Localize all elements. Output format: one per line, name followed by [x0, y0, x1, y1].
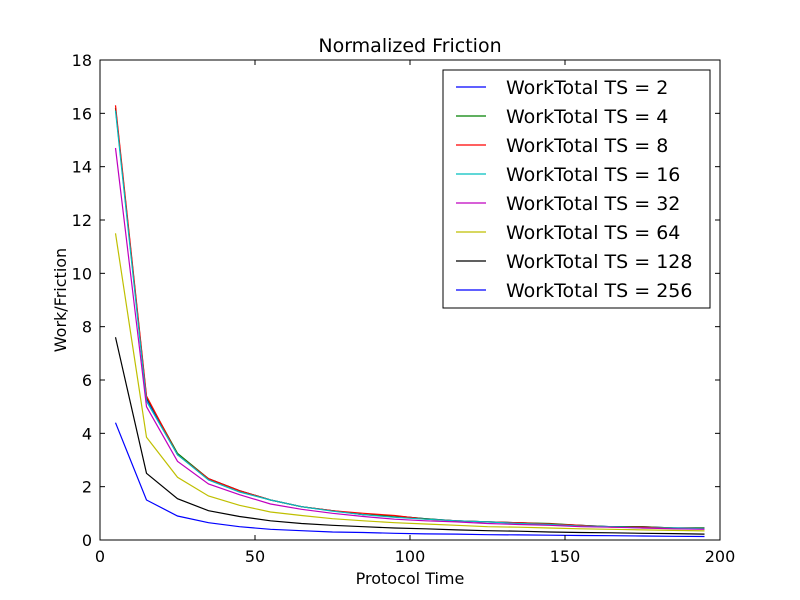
x-tick-label: 0 — [95, 547, 105, 566]
y-tick-label: 0 — [82, 531, 92, 550]
x-tick-label: 50 — [245, 547, 265, 566]
y-tick-label: 14 — [72, 158, 92, 177]
series-line-7 — [114, 337, 705, 535]
legend-label-5: WorkTotal TS = 32 — [506, 193, 680, 215]
series-line-5 — [114, 147, 705, 530]
series-line-6 — [114, 233, 705, 532]
legend-label-2: WorkTotal TS = 4 — [506, 106, 668, 128]
legend-label-6: WorkTotal TS = 64 — [506, 222, 680, 244]
x-tick-label: 200 — [705, 547, 736, 566]
series-lines — [114, 105, 705, 538]
legend-label-3: WorkTotal TS = 8 — [506, 135, 668, 157]
tick-labels: 0 50 100 150 200 0 2 4 6 8 10 12 14 16 18 — [72, 51, 736, 566]
y-tick-label: 2 — [82, 478, 92, 497]
y-tick-label: 6 — [82, 371, 92, 390]
legend-label-4: WorkTotal TS = 16 — [506, 164, 680, 186]
y-tick-label: 10 — [72, 264, 92, 283]
legend-label-8: WorkTotal TS = 256 — [506, 280, 692, 302]
chart-title: Normalized Friction — [318, 35, 501, 57]
y-axis-label: Work/Friction — [51, 248, 70, 352]
y-tick-label: 4 — [82, 424, 92, 443]
y-tick-label: 12 — [72, 211, 92, 230]
x-tick-label: 150 — [550, 547, 581, 566]
y-tick-label: 16 — [72, 104, 92, 123]
legend: WorkTotal TS = 2 WorkTotal TS = 4 WorkTota… — [442, 69, 711, 309]
x-axis-label: Protocol Time — [356, 569, 465, 588]
y-tick-label: 18 — [72, 51, 92, 70]
series-line-8 — [114, 422, 705, 538]
legend-box — [442, 69, 711, 309]
legend-label-7: WorkTotal TS = 128 — [506, 251, 692, 273]
legend-label-1: WorkTotal TS = 2 — [506, 77, 668, 99]
plot-frame — [99, 59, 721, 541]
y-tick-label: 8 — [82, 318, 92, 337]
x-tick-label: 100 — [395, 547, 426, 566]
